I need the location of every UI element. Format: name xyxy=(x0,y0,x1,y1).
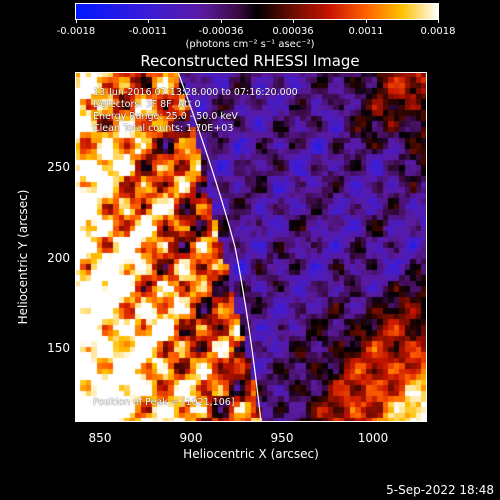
colorbar-tick-label: 0.0011 xyxy=(348,26,384,37)
annotation-time-range: 13-Jun-2016 07:13:28.000 to 07:16:20.000 xyxy=(93,87,298,98)
x-tick-label: 1000 xyxy=(357,431,389,445)
y-tick-label: 250 xyxy=(47,160,70,174)
annotation-clean: Clean Total counts: 1.70E+03 xyxy=(93,123,234,134)
y-tick-label: 200 xyxy=(47,251,70,265)
colorbar-tick-label: -0.0018 xyxy=(56,26,96,37)
colorbar-tickmark xyxy=(76,20,77,23)
y-tick-label: 150 xyxy=(47,341,70,355)
plot-title: Reconstructed RHESSI Image xyxy=(140,52,360,70)
colorbar-tick-label: -0.00036 xyxy=(198,26,244,37)
x-axis-label: Heliocentric X (arcsec) xyxy=(183,447,319,461)
colorbar-tickmark xyxy=(438,20,439,23)
colorbar xyxy=(75,3,439,20)
colorbar-tick-label: -0.0011 xyxy=(128,26,168,37)
solar-limb-line xyxy=(177,72,262,422)
timestamp: 5-Sep-2022 18:48 xyxy=(386,483,494,497)
colorbar-tick-label: 0.00036 xyxy=(272,26,314,37)
y-axis-label: Heliocentric Y (arcsec) xyxy=(16,189,30,325)
colorbar-tickmark xyxy=(293,20,294,23)
x-tick-label: 900 xyxy=(179,431,203,445)
x-tick-label: 950 xyxy=(270,431,294,445)
colorbar-unit-label: (photons cm⁻² s⁻¹ asec⁻²) xyxy=(185,39,315,50)
x-tick-label: 850 xyxy=(88,431,112,445)
solar-limb-overlay xyxy=(177,72,262,422)
colorbar-tick-label: 0.0018 xyxy=(420,26,456,37)
annotation-peak: Position of Peak = [1021,106] xyxy=(93,397,235,408)
image-heatmap xyxy=(75,72,427,422)
colorbar-tickmark xyxy=(366,20,367,23)
annotation-detectors: Detectors: 3F 8F, Att 0 xyxy=(93,99,201,110)
colorbar-tickmark xyxy=(221,20,222,23)
annotation-energy: Energy Range: 25.0 - 50.0 keV xyxy=(93,111,238,122)
colorbar-tickmark xyxy=(148,20,149,23)
rhessi-image xyxy=(75,72,427,422)
